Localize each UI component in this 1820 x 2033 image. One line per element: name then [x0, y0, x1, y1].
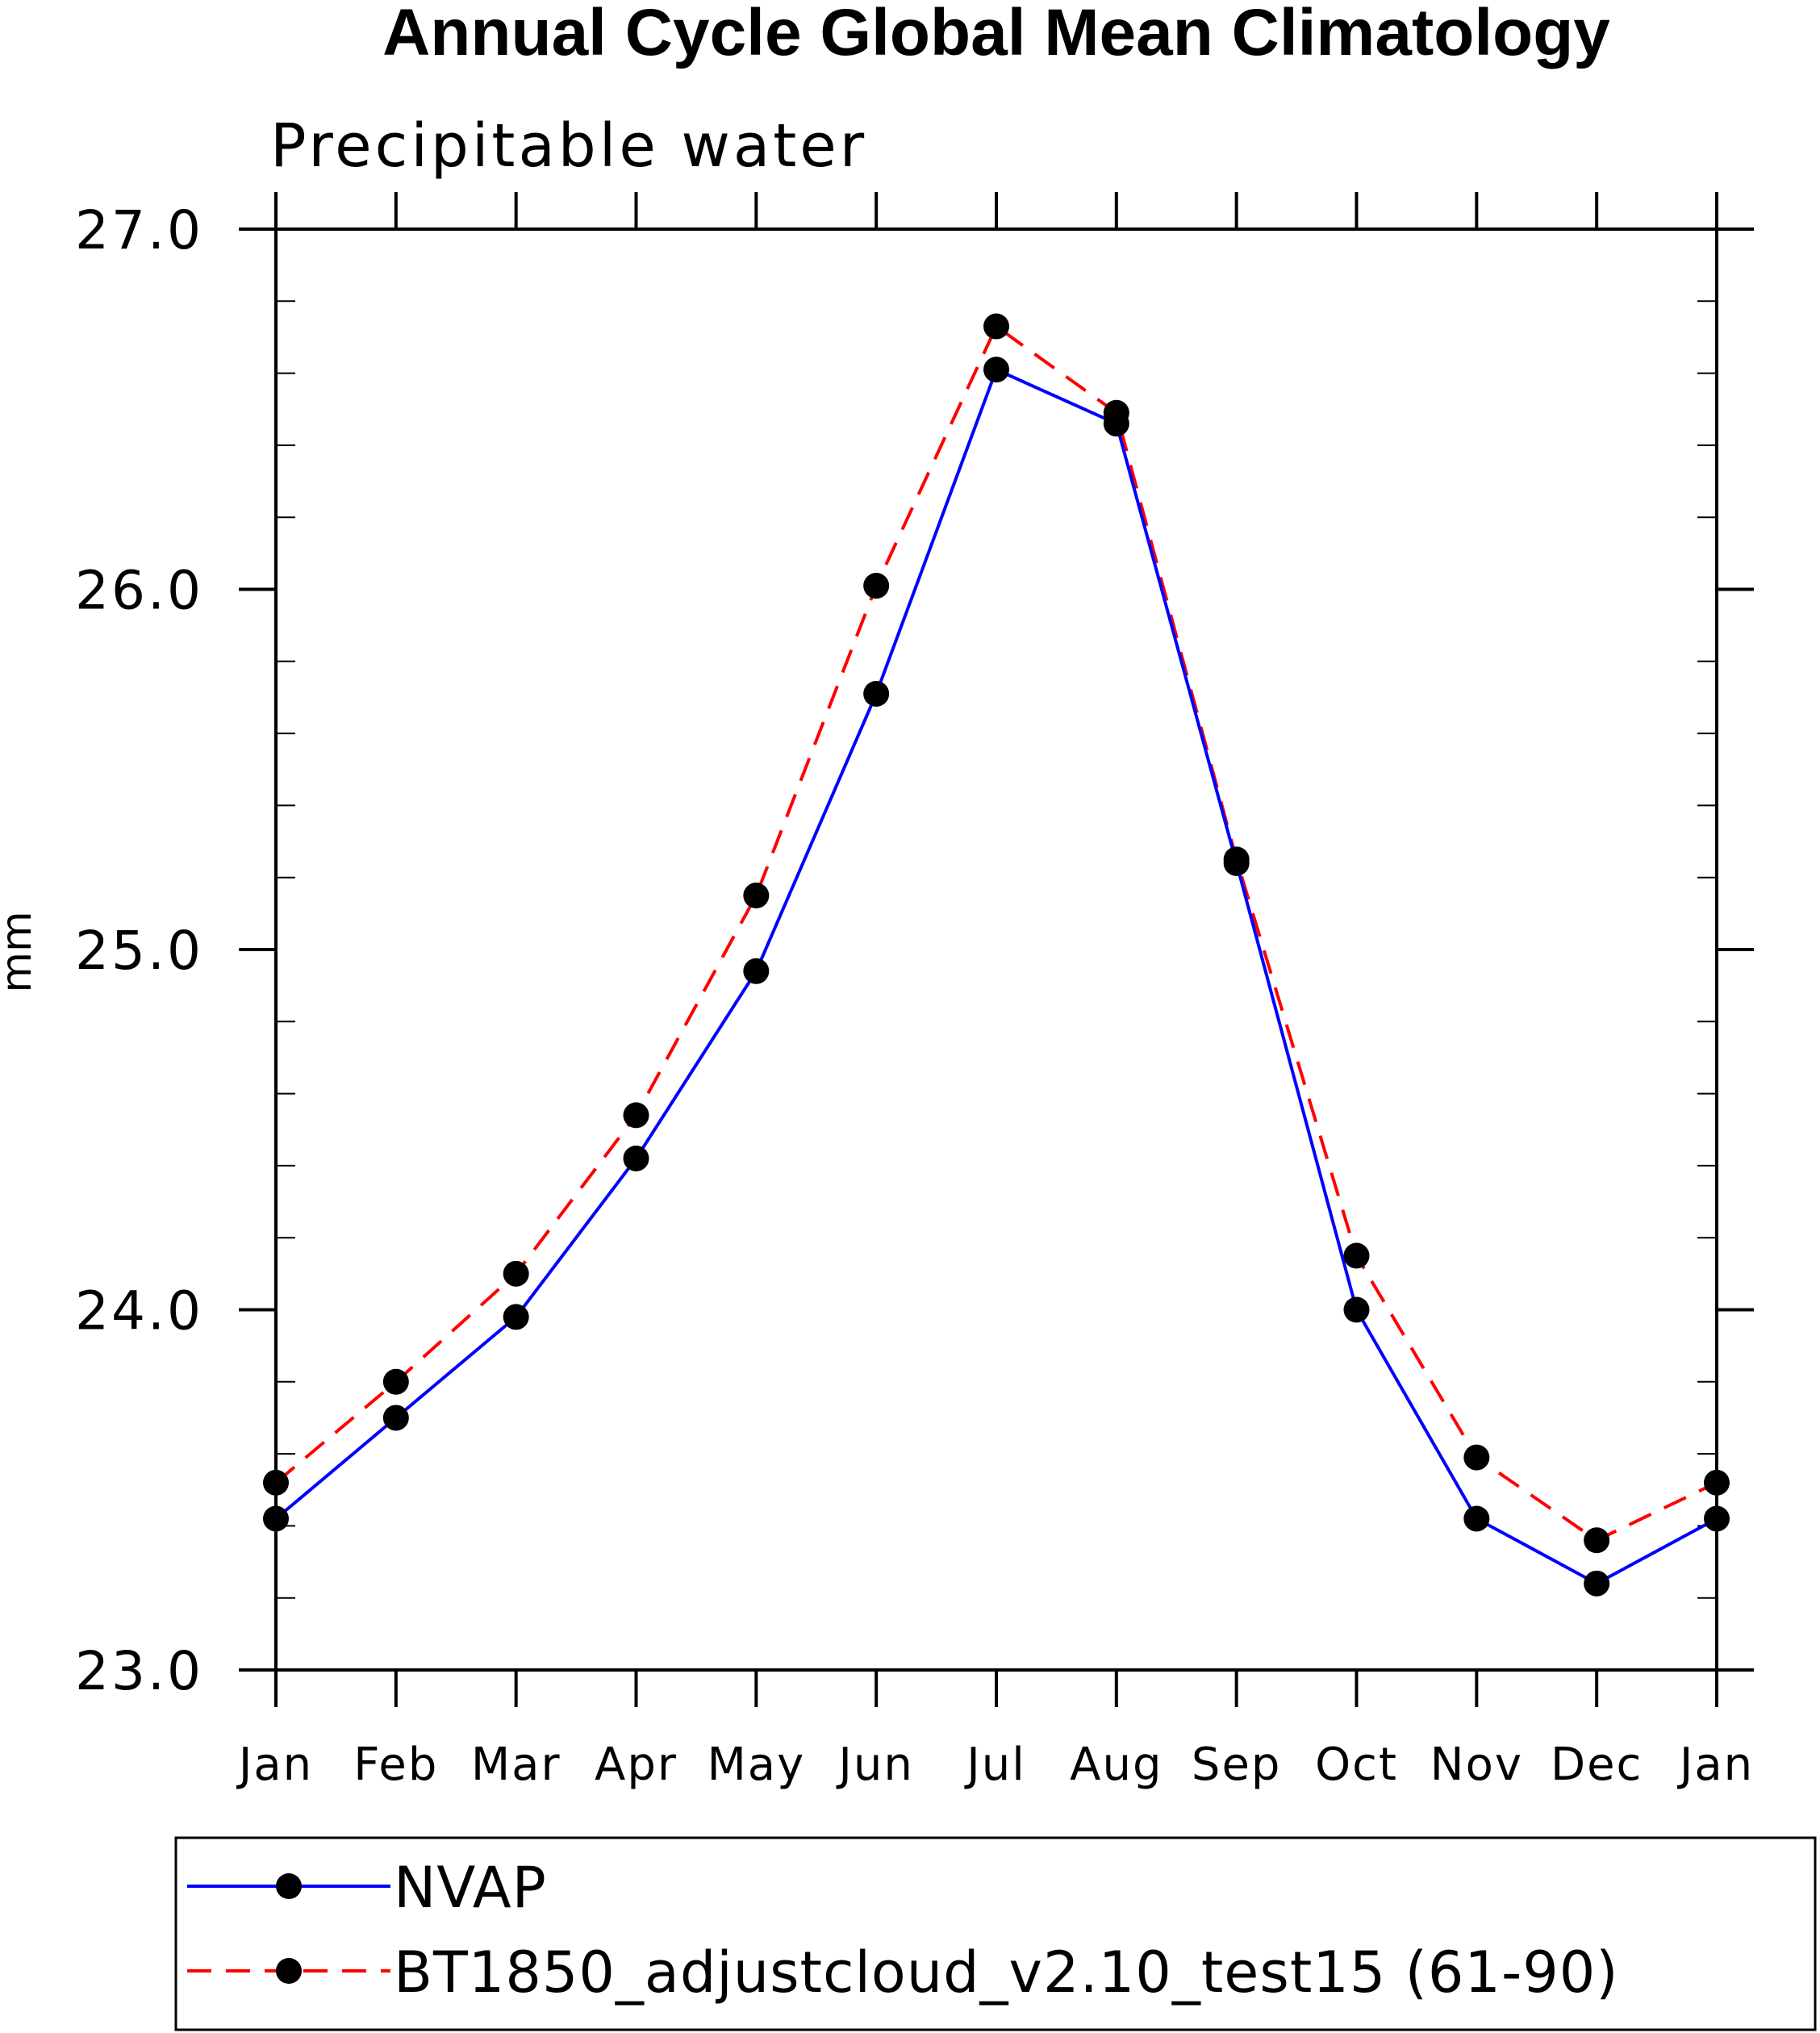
series-layer: [263, 313, 1730, 1597]
data-point: [623, 1102, 649, 1129]
data-point: [382, 1368, 409, 1395]
x-tick-label: Dec: [1551, 1739, 1643, 1791]
data-point: [1704, 1469, 1730, 1496]
data-point: [503, 1260, 529, 1287]
x-tick-label: Apr: [595, 1739, 678, 1791]
chart-subtitle: Precipitable water: [270, 111, 867, 181]
data-point: [382, 1405, 409, 1431]
data-point: [1463, 1444, 1490, 1471]
legend-label: BT1850_adjustcloud_v2.10_test15 (61-90): [394, 1939, 1619, 2006]
y-tick-label: 26.0: [75, 560, 203, 622]
data-point: [1584, 1527, 1610, 1554]
data-point: [983, 313, 1009, 340]
chart-title: Annual Cycle Global Mean Climatology: [382, 0, 1610, 69]
x-tick-label: Mar: [471, 1739, 561, 1791]
x-tick-label: Aug: [1070, 1739, 1163, 1791]
legend-marker: [276, 1873, 302, 1899]
data-point: [743, 883, 770, 909]
x-tick-labels: Jan Feb Mar Apr May Jun Jul Aug Sep Oct Nov Dec Jan: [236, 1739, 1754, 1791]
y-tick-label: 24.0: [75, 1280, 203, 1342]
x-tick-label: May: [707, 1739, 805, 1791]
data-point: [1223, 850, 1250, 876]
y-axis-label: mm: [0, 911, 41, 992]
x-tick-label: Feb: [353, 1739, 438, 1791]
data-point: [1103, 411, 1129, 437]
y-tick-labels: 23.0 24.0 25.0 26.0 27.0: [75, 199, 203, 1702]
y-tick-label: 25.0: [75, 920, 203, 982]
y-tick-label: 27.0: [75, 199, 203, 261]
legend: NVAP BT1850_adjustcloud_v2.10_test15 (61-…: [187, 1855, 1619, 2006]
x-tick-label: Jul: [964, 1739, 1026, 1791]
x-tick-label: Jan: [236, 1739, 313, 1791]
x-tick-label: Oct: [1315, 1739, 1398, 1791]
data-point: [1343, 1296, 1370, 1323]
data-point: [263, 1469, 289, 1496]
data-point: [263, 1505, 289, 1532]
series-line: [274, 324, 1718, 1542]
x-tick-label: Sep: [1192, 1739, 1282, 1791]
data-point: [503, 1304, 529, 1330]
data-point: [1343, 1242, 1370, 1269]
legend-marker: [276, 1958, 302, 1984]
data-point: [743, 958, 770, 984]
series-line: [274, 368, 1718, 1585]
plot-area-frame: [274, 228, 1718, 1672]
axis-ticks: [239, 192, 1754, 1707]
legend-box: [174, 1836, 1817, 2031]
data-point: [863, 680, 890, 707]
data-point: [1463, 1505, 1490, 1532]
x-tick-label: Jan: [1677, 1739, 1754, 1791]
x-tick-label: Jun: [836, 1739, 914, 1791]
data-point: [983, 357, 1009, 383]
data-point: [1584, 1570, 1610, 1597]
y-tick-label: 23.0: [75, 1640, 203, 1702]
data-point: [1704, 1505, 1730, 1532]
x-tick-label: Nov: [1430, 1739, 1523, 1791]
legend-label: NVAP: [394, 1855, 547, 1921]
data-point: [623, 1145, 649, 1171]
data-point: [863, 573, 890, 599]
